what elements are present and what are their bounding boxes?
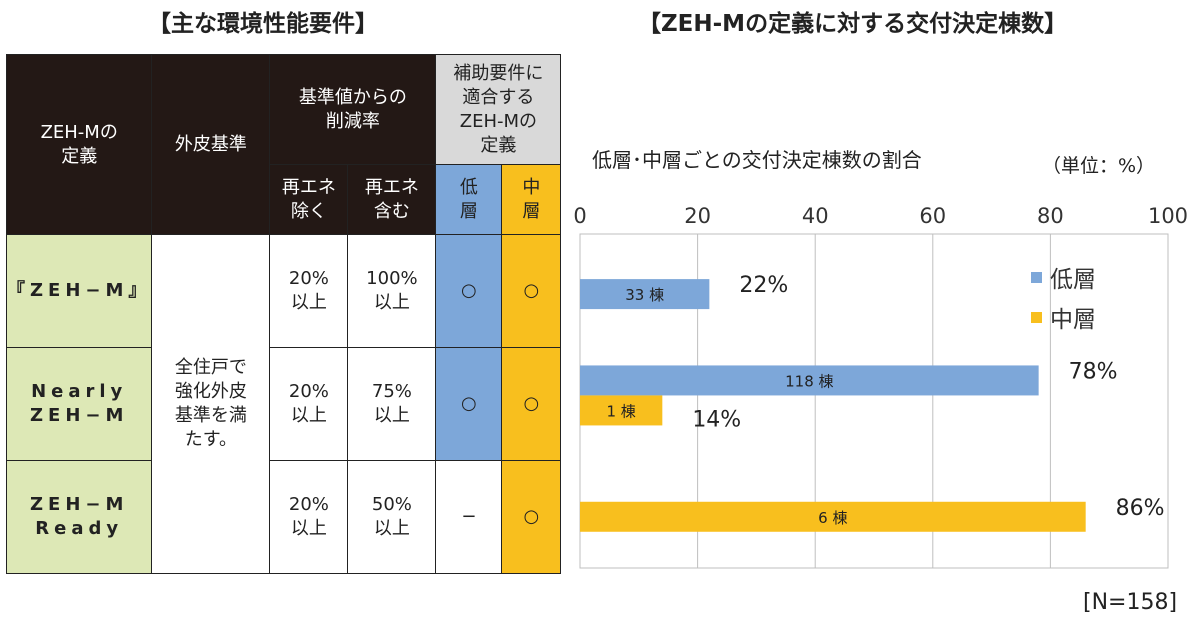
header-reduction: 基準値からの 削減率 — [269, 54, 437, 165]
bar-low — [580, 279, 710, 310]
bar-percent-label: 14% — [692, 407, 741, 432]
requirements-table: ZEH-Mの 定義 外皮基準 基準値からの 削減率 補助要件に 適合する ZEH-Mの定… — [5, 54, 562, 574]
header-excl: 再エネ 除く — [269, 164, 349, 235]
value-mid: ○ — [501, 347, 562, 461]
row-label: ZEH−M Ready — [5, 460, 153, 574]
bar-count-label: 6 棟 — [818, 509, 847, 527]
bar-count-label: 118 棟 — [785, 372, 833, 390]
right-title: 【ZEH-Mの定義に対する交付決定棟数】 — [638, 11, 1068, 37]
legend-swatch-mid — [1031, 312, 1042, 323]
sample-size-label: [N=158] — [1083, 590, 1178, 615]
value-incl: 100% 以上 — [347, 234, 437, 348]
left-title: 【主な環境性能要件】 — [148, 11, 378, 37]
value-mid: ○ — [501, 234, 562, 348]
header-envelope: 外皮基準 — [151, 54, 271, 235]
table-row: 『ZEH−M』 全住戸で 強化外皮 基準を満 たす。 20% 以上 100% 以上 ○ ○ — [5, 234, 562, 574]
bar-low — [580, 365, 1039, 396]
bar-percent-label: 86% — [1116, 496, 1165, 521]
legend-label: 低層 — [1050, 267, 1096, 293]
bar-mid — [580, 501, 1086, 532]
bar-mid — [580, 395, 663, 426]
row-label: 『ZEH−M』 — [5, 234, 153, 348]
legend-label: 中層 — [1050, 307, 1096, 333]
value-excl: 20% 以上 — [269, 460, 349, 574]
bar-percent-label: 78% — [1069, 359, 1118, 384]
header-low: 低層 — [435, 164, 503, 235]
table-row: Nearly ZEH−M 20% 以上 75% 以上 ○ ○ — [5, 347, 562, 461]
x-tick-label: 0 — [573, 204, 586, 228]
header-mid: 中層 — [501, 164, 562, 235]
value-mid: ○ — [501, 460, 562, 574]
row-label: Nearly ZEH−M — [5, 347, 153, 461]
x-tick-label: 20 — [684, 204, 711, 228]
envelope-text: 全住戸で 強化外皮 基準を満 たす。 — [151, 234, 271, 574]
chart-unit: （単位：%） — [1042, 155, 1156, 177]
x-tick-label: 80 — [1037, 204, 1064, 228]
x-tick-label: 40 — [802, 204, 829, 228]
x-tick-label: 60 — [919, 204, 946, 228]
bar-count-label: 1 棟 — [607, 402, 636, 420]
value-low: − — [435, 460, 503, 574]
bar-percent-label: 22% — [739, 273, 788, 298]
value-incl: 75% 以上 — [347, 347, 437, 461]
table-row: ZEH−M Ready 20% 以上 50% 以上 − ○ — [5, 460, 562, 574]
header-subsidy: 補助要件に 適合する ZEH-Mの 定義 — [435, 54, 562, 165]
legend-swatch-low — [1031, 272, 1042, 283]
x-tick-label: 100 — [1148, 204, 1188, 228]
header-definition: ZEH-Mの 定義 — [5, 54, 153, 235]
value-incl: 50% 以上 — [347, 460, 437, 574]
chart-title: 低層･中層ごとの交付決定棟数の割合 — [592, 148, 922, 172]
value-excl: 20% 以上 — [269, 347, 349, 461]
bar-count-label: 33 棟 — [625, 286, 664, 304]
header-incl: 再エネ 含む — [347, 164, 437, 235]
